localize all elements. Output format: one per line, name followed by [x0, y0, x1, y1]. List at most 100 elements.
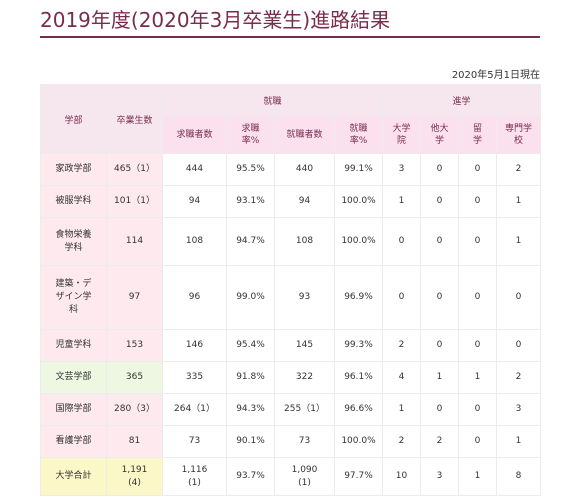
graduates-cell: 365 [106, 361, 163, 394]
graduates-cell: 1,191 (4) [106, 457, 163, 496]
header-study-abroad: 留 学 [458, 115, 497, 154]
header-department: 学部 [40, 84, 107, 154]
vocational-school-cell: 1 [496, 185, 541, 218]
employed-cell: 73 [274, 425, 335, 458]
applicants-cell: 108 [162, 217, 227, 266]
applicants-cell: 1,116 (1) [162, 457, 227, 496]
employed-cell: 1,090 (1) [274, 457, 335, 496]
graduate-school-cell: 4 [382, 361, 421, 394]
other-university-cell: 3 [420, 457, 459, 496]
table-row: 被服学科 101（1） 94 93.1% 94 100.0% 1 0 0 1 [40, 185, 541, 218]
employment-rate-cell: 99.1% [334, 153, 383, 186]
title-underline [40, 36, 540, 38]
employment-rate-cell: 100.0% [334, 217, 383, 266]
table-row: 文芸学部 365 335 91.8% 322 96.1% 4 1 1 2 [40, 361, 541, 394]
applicants-cell: 444 [162, 153, 227, 186]
graduates-cell: 101（1） [106, 185, 163, 218]
header-employment-group: 就職 [162, 84, 383, 116]
career-results-table: 学部 卒業生数 就職 進学 求職者数 求職 率% 就職者数 就職 率% 大学 院… [40, 84, 541, 496]
employed-cell: 108 [274, 217, 335, 266]
graduate-school-cell: 1 [382, 393, 421, 426]
page-title: 2019年度(2020年3月卒業生)進路結果 [40, 8, 391, 32]
vocational-school-cell: 1 [496, 425, 541, 458]
header-applicant-rate: 求職 率% [226, 115, 275, 154]
employed-cell: 322 [274, 361, 335, 394]
department-cell: 児童学科 [40, 329, 107, 362]
study-abroad-cell: 0 [458, 217, 497, 266]
study-abroad-cell: 0 [458, 185, 497, 218]
applicant-rate-cell: 93.7% [226, 457, 275, 496]
header-applicants: 求職者数 [162, 115, 227, 154]
graduate-school-cell: 1 [382, 185, 421, 218]
department-cell: 文芸学部 [40, 361, 107, 394]
study-abroad-cell: 1 [458, 361, 497, 394]
graduates-cell: 81 [106, 425, 163, 458]
graduates-cell: 465（1） [106, 153, 163, 186]
vocational-school-cell: 3 [496, 393, 541, 426]
employment-rate-cell: 99.3% [334, 329, 383, 362]
table-row: 家政学部 465（1） 444 95.5% 440 99.1% 3 0 0 2 [40, 153, 541, 186]
header-employed: 就職者数 [274, 115, 335, 154]
employed-cell: 93 [274, 265, 335, 330]
employed-cell: 440 [274, 153, 335, 186]
applicants-cell: 264（1） [162, 393, 227, 426]
table-row: 大学合計 1,191 (4) 1,116 (1) 93.7% 1,090 (1) 97.7… [40, 457, 541, 496]
employment-rate-cell: 96.9% [334, 265, 383, 330]
other-university-cell: 0 [420, 185, 459, 218]
employed-cell: 94 [274, 185, 335, 218]
other-university-cell: 0 [420, 217, 459, 266]
applicant-rate-cell: 95.4% [226, 329, 275, 362]
applicant-rate-cell: 90.1% [226, 425, 275, 458]
header-further-study-group: 進学 [382, 84, 541, 116]
graduate-school-cell: 0 [382, 217, 421, 266]
employed-cell: 145 [274, 329, 335, 362]
department-cell: 建築・デ ザイン学 科 [40, 265, 107, 330]
table-row: 食物栄養 学科 114 108 94.7% 108 100.0% 0 0 0 1 [40, 217, 541, 266]
department-cell: 被服学科 [40, 185, 107, 218]
other-university-cell: 1 [420, 361, 459, 394]
vocational-school-cell: 0 [496, 265, 541, 330]
applicants-cell: 146 [162, 329, 227, 362]
other-university-cell: 0 [420, 329, 459, 362]
graduate-school-cell: 2 [382, 425, 421, 458]
graduates-cell: 97 [106, 265, 163, 330]
employment-rate-cell: 100.0% [334, 185, 383, 218]
vocational-school-cell: 8 [496, 457, 541, 496]
applicant-rate-cell: 99.0% [226, 265, 275, 330]
vocational-school-cell: 0 [496, 329, 541, 362]
vocational-school-cell: 2 [496, 361, 541, 394]
table-row: 看護学部 81 73 90.1% 73 100.0% 2 2 0 1 [40, 425, 541, 458]
header-vocational-school: 専門学 校 [496, 115, 541, 154]
applicants-cell: 96 [162, 265, 227, 330]
applicants-cell: 73 [162, 425, 227, 458]
graduates-cell: 114 [106, 217, 163, 266]
header-employment-rate: 就職 率% [334, 115, 383, 154]
applicants-cell: 94 [162, 185, 227, 218]
table-row: 国際学部 280（3） 264（1） 94.3% 255（1） 96.6% 1 0 0 3 [40, 393, 541, 426]
department-cell: 看護学部 [40, 425, 107, 458]
table-row: 児童学科 153 146 95.4% 145 99.3% 2 0 0 0 [40, 329, 541, 362]
study-abroad-cell: 0 [458, 153, 497, 186]
applicant-rate-cell: 91.8% [226, 361, 275, 394]
table-row: 建築・デ ザイン学 科 97 96 99.0% 93 96.9% 0 0 0 0 [40, 265, 541, 330]
applicant-rate-cell: 94.7% [226, 217, 275, 266]
applicant-rate-cell: 94.3% [226, 393, 275, 426]
department-cell: 家政学部 [40, 153, 107, 186]
employment-rate-cell: 97.7% [334, 457, 383, 496]
header-graduate-school: 大学 院 [382, 115, 421, 154]
graduate-school-cell: 3 [382, 153, 421, 186]
other-university-cell: 0 [420, 393, 459, 426]
study-abroad-cell: 0 [458, 329, 497, 362]
header-graduates: 卒業生数 [106, 84, 163, 154]
employment-rate-cell: 100.0% [334, 425, 383, 458]
applicant-rate-cell: 95.5% [226, 153, 275, 186]
graduate-school-cell: 2 [382, 329, 421, 362]
department-cell: 食物栄養 学科 [40, 217, 107, 266]
applicant-rate-cell: 93.1% [226, 185, 275, 218]
graduate-school-cell: 10 [382, 457, 421, 496]
graduates-cell: 153 [106, 329, 163, 362]
employment-rate-cell: 96.6% [334, 393, 383, 426]
employment-rate-cell: 96.1% [334, 361, 383, 394]
study-abroad-cell: 0 [458, 393, 497, 426]
other-university-cell: 0 [420, 153, 459, 186]
